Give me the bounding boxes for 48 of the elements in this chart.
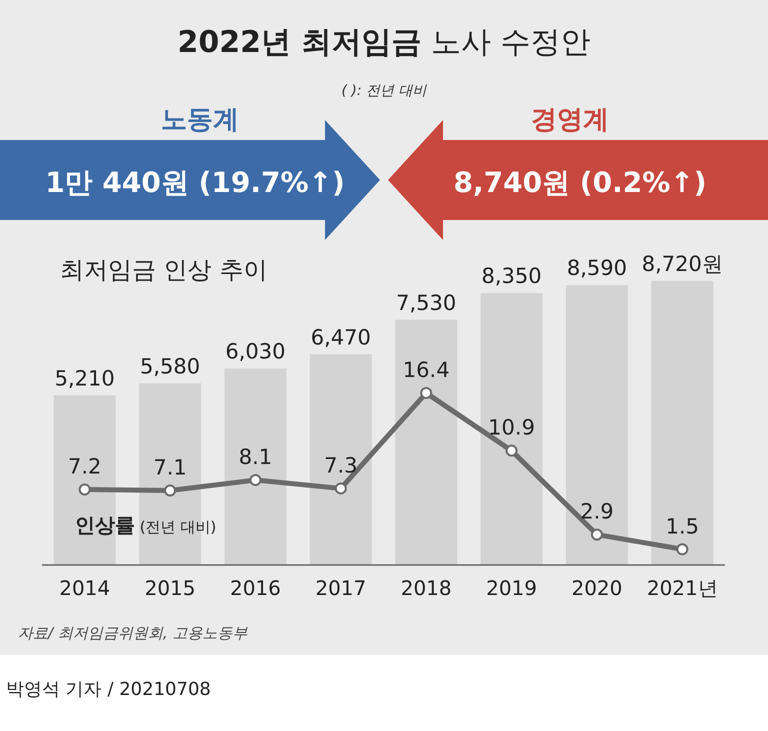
data-label: 8,350 [482,264,542,288]
data-label: 8,720원 [642,252,723,276]
point [334,482,347,494]
x-tick-label: 2015 [144,576,196,600]
bar [480,293,543,565]
data-label: 7,530 [396,290,456,315]
point [164,484,176,497]
text: 8,740원 (0.2%↑) [453,166,707,199]
data-label: 7.2 [68,454,102,478]
x-tick-label: 2018 [400,576,452,600]
bar [310,354,372,565]
bar [566,285,628,565]
data-label: 1.5 [666,514,700,538]
data-label: 8,590 [566,256,627,280]
point [249,474,262,486]
data-label: 8.1 [238,445,272,470]
data-label: 5,580 [140,354,200,378]
x-tick-label: 2014 [59,576,110,600]
text: 경영계 [531,105,609,135]
text: 자료/ 최저임금위원회, 고용노동부 [18,624,248,642]
data-label: 2.9 [580,500,614,524]
data-label: 5,210 [54,366,115,390]
point [676,543,688,556]
point [420,387,432,399]
point [590,528,603,541]
x-tick-label: 2021년 [646,576,718,600]
bar [224,368,286,565]
series-label: 인상률 (전년 대비) [75,513,216,537]
chart-title: 2022년 최저임금 노사 수정안 [177,25,591,60]
x-tick-label: 2016 [230,576,281,600]
text: 1만 440원 (19.7%↑) [45,166,345,199]
data-label: 6,470 [310,325,371,350]
data-label: 10.9 [488,416,535,440]
x-tick-label: 2019 [486,576,538,600]
data-label: 7.1 [153,456,187,480]
bar [395,320,458,565]
bar [651,281,714,565]
data-label: 7.3 [324,453,358,478]
data-label: 6,030 [225,340,286,364]
text: 노동계 [161,105,239,135]
text: 박영석 기자 / 20210708 [6,679,211,700]
text: ( ): 전년 대비 [342,83,428,99]
x-tick-label: 2020 [571,576,622,600]
point [78,483,91,496]
chart-subtitle: 최저임금 인상 추이 [60,256,268,284]
point [506,444,518,457]
data-label: 16.4 [402,358,450,382]
x-tick-label: 2017 [315,576,366,600]
